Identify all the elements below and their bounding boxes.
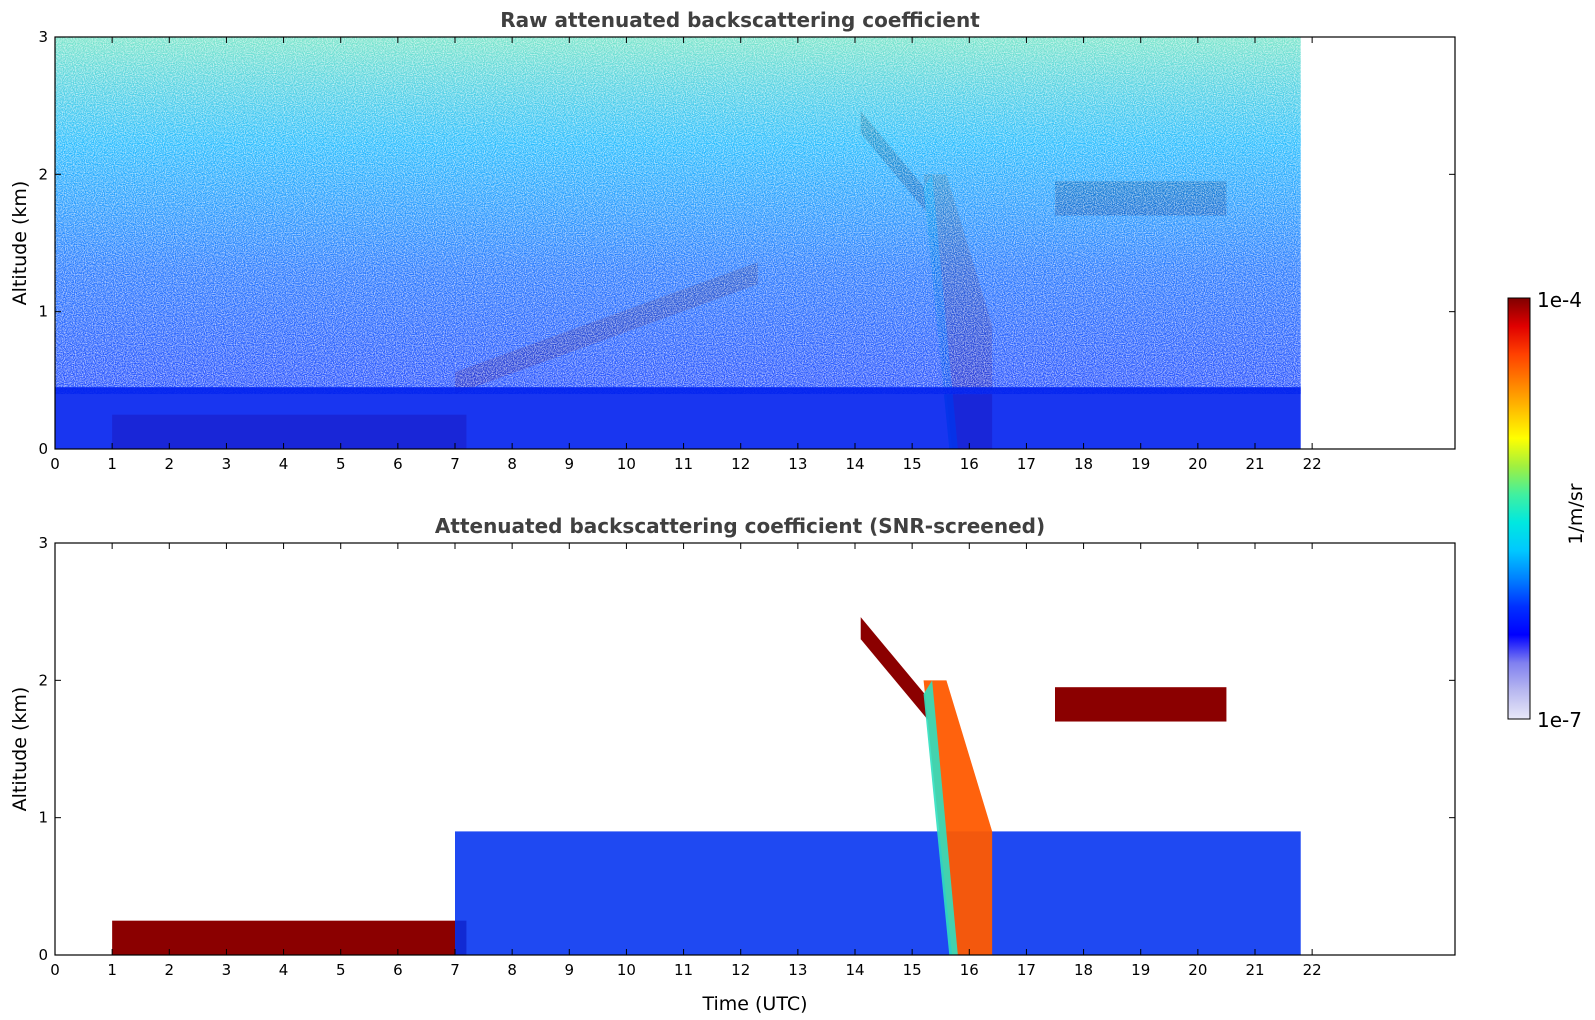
x-tick-label: 3	[222, 961, 232, 979]
x-axis-ticks: 0 1 2 3 4 5 6 7 8 9 10 11 12 13 14 15 16 17 18 19 20 21 22	[50, 37, 1322, 473]
x-tick-label: 20	[1188, 455, 1207, 473]
y-tick-label: 2	[38, 671, 48, 689]
x-tick-label: 0	[50, 961, 60, 979]
feature-aerosol_layer	[455, 831, 1301, 955]
x-tick-label: 14	[845, 455, 864, 473]
x-tick-label: 8	[507, 455, 517, 473]
y-axis-ticks: 0 1 2 3	[38, 534, 1455, 964]
x-tick-label: 21	[1245, 455, 1264, 473]
colorbar-gradient	[1507, 297, 1531, 720]
feature-cloud_layer	[1055, 687, 1227, 722]
x-tick-label: 13	[788, 961, 807, 979]
x-tick-label: 11	[674, 455, 693, 473]
x-tick-label: 0	[50, 455, 60, 473]
colorbar-min-label: 1e-7	[1537, 708, 1582, 732]
x-axis-ticks: 0 1 2 3 4 5 6 7 8 9 10 11 12 13 14 15 16 17 18 19 20 21 22	[50, 543, 1322, 979]
x-axis-label: Time (UTC)	[701, 993, 807, 1015]
x-tick-label: 16	[960, 455, 979, 473]
x-tick-label: 22	[1303, 455, 1322, 473]
x-tick-label: 12	[731, 455, 750, 473]
heatmap-layer	[112, 617, 1301, 955]
feature-near-ground-signal	[55, 387, 1301, 449]
heatmap-layer	[55, 37, 1301, 450]
x-tick-label: 4	[279, 455, 289, 473]
x-tick-label: 16	[960, 961, 979, 979]
x-tick-label: 10	[617, 961, 636, 979]
y-tick-label: 1	[38, 303, 48, 321]
x-tick-label: 9	[565, 455, 575, 473]
x-tick-label: 8	[507, 961, 517, 979]
x-tick-label: 6	[393, 455, 403, 473]
x-tick-label: 17	[1017, 961, 1036, 979]
panel-title: Attenuated backscattering coefficient (S…	[435, 514, 1045, 538]
x-tick-label: 5	[336, 455, 346, 473]
x-tick-label: 12	[731, 961, 750, 979]
colorbar: 1e-4 1e-7 1/m/sr	[1507, 288, 1587, 732]
colorbar-unit-label: 1/m/sr	[1565, 483, 1587, 544]
x-tick-label: 22	[1303, 961, 1322, 979]
y-axis-label: Altitude (km)	[9, 687, 31, 812]
x-tick-label: 2	[165, 455, 175, 473]
x-tick-label: 18	[1074, 961, 1093, 979]
snr-screened-panel: Attenuated backscattering coefficient (S…	[9, 514, 1456, 1015]
raw-backscatter-panel: Raw attenuated backscattering coefficien…	[9, 8, 1456, 473]
feature-boundary_layer_aerosol	[112, 920, 467, 955]
x-tick-label: 21	[1245, 961, 1264, 979]
y-tick-label: 2	[38, 165, 48, 183]
x-tick-label: 15	[903, 961, 922, 979]
y-tick-label: 1	[38, 809, 48, 827]
x-tick-label: 3	[222, 455, 232, 473]
y-tick-label: 0	[38, 946, 48, 964]
feature-precipitation_column	[923, 680, 993, 955]
x-tick-label: 10	[617, 455, 636, 473]
y-axis-ticks: 0 1 2 3	[38, 28, 1455, 458]
x-tick-label: 18	[1074, 455, 1093, 473]
x-tick-label: 7	[450, 455, 460, 473]
feature-cloud_layer	[860, 617, 930, 722]
plot-frame	[54, 36, 1456, 450]
panel-title: Raw attenuated backscattering coefficien…	[500, 8, 980, 32]
x-tick-label: 11	[674, 961, 693, 979]
x-tick-label: 14	[845, 961, 864, 979]
x-tick-label: 5	[336, 961, 346, 979]
x-tick-label: 2	[165, 961, 175, 979]
colorbar-max-label: 1e-4	[1537, 288, 1582, 312]
y-tick-label: 3	[38, 534, 48, 552]
x-tick-label: 17	[1017, 455, 1036, 473]
y-tick-label: 0	[38, 440, 48, 458]
feature-precip-edge	[923, 680, 958, 955]
x-tick-label: 20	[1188, 961, 1207, 979]
x-tick-label: 9	[565, 961, 575, 979]
x-tick-label: 19	[1131, 961, 1150, 979]
x-tick-label: 7	[450, 961, 460, 979]
x-tick-label: 13	[788, 455, 807, 473]
x-tick-label: 6	[393, 961, 403, 979]
x-tick-label: 15	[903, 455, 922, 473]
x-tick-label: 1	[107, 961, 117, 979]
x-tick-label: 19	[1131, 455, 1150, 473]
y-axis-label: Altitude (km)	[9, 181, 31, 306]
plot-frame	[54, 542, 1456, 956]
x-tick-label: 4	[279, 961, 289, 979]
x-tick-label: 1	[107, 455, 117, 473]
feature-noise-speckle	[55, 37, 1301, 395]
y-tick-label: 3	[38, 28, 48, 46]
